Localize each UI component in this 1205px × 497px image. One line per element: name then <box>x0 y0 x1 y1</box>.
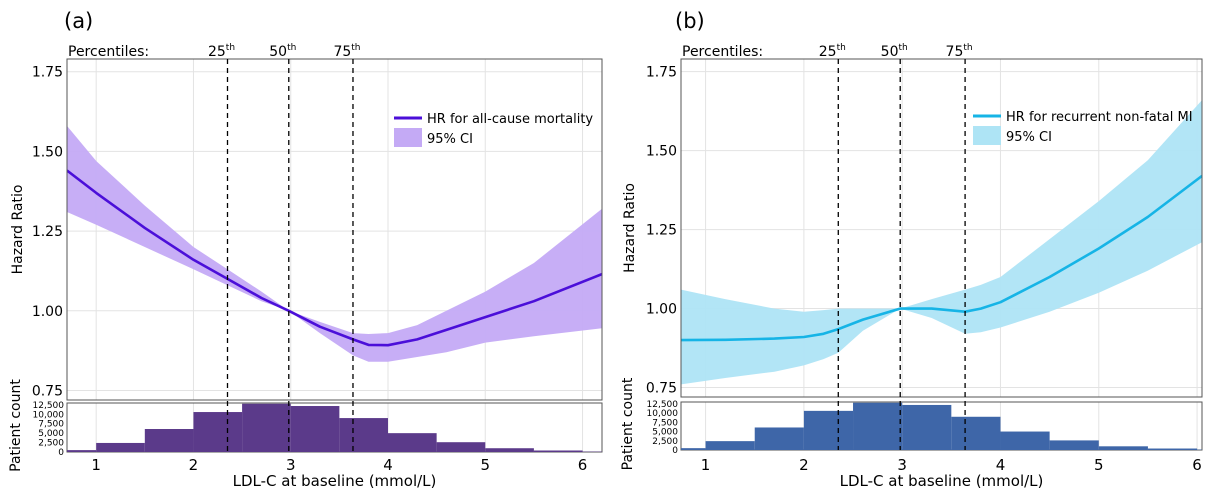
legend-line-label: HR for all-cause mortality <box>427 112 593 127</box>
percentile-label: 25th <box>208 43 235 60</box>
plot-frame <box>680 58 1203 398</box>
panel-a: (a) 1 2 3 4 5 6 0.75 1.00 1.25 1.50 1.75 02,5005,000… <box>8 9 603 490</box>
y-tick-label: 1.75 <box>646 65 677 81</box>
x-axis-title: LDL-C at baseline (mmol/L) <box>233 472 437 490</box>
percentile-label: 25th <box>819 43 846 60</box>
legend-ci-swatch <box>394 128 422 147</box>
y-tick-label: 1.00 <box>646 302 677 318</box>
legend-ci-label: 95% CI <box>427 132 473 147</box>
hist-bar <box>803 410 854 450</box>
x-tick-label: 2 <box>799 456 809 474</box>
y-tick-label: 1.25 <box>32 224 63 240</box>
hist-bar <box>67 450 97 452</box>
hist-y-tick-label: 7,500 <box>652 418 678 428</box>
hist-bar <box>242 403 291 452</box>
panel-label: (a) <box>64 9 93 33</box>
percentile-value: 50 <box>881 44 899 60</box>
x-tick-label: 4 <box>996 456 1006 474</box>
x-axis-title: LDL-C at baseline (mmol/L) <box>840 472 1044 490</box>
hist-y-axis-title: Patient count <box>620 377 636 470</box>
percentile-suffix: th <box>899 43 908 53</box>
x-tick-label: 3 <box>897 456 907 474</box>
hr-line <box>67 169 602 347</box>
hist-y-axis-title: Patient count <box>8 379 24 472</box>
ci-band <box>681 100 1202 385</box>
legend-ci-swatch <box>973 126 1001 145</box>
hist-bar <box>144 429 194 452</box>
percentile-suffix: th <box>287 43 296 53</box>
percentiles-label: Percentiles: <box>682 44 763 60</box>
x-tick-label: 6 <box>578 456 588 474</box>
percentile-suffix: th <box>963 43 972 53</box>
hist-bar <box>533 450 583 452</box>
percentile-label: 75th <box>946 43 973 60</box>
percentile-label: 50th <box>269 43 296 60</box>
hist-y-tick-label: 12,500 <box>647 400 679 410</box>
hist-bar <box>339 418 388 452</box>
percentile-value: 25 <box>819 44 837 60</box>
y-tick-label: 1.50 <box>646 144 677 160</box>
y-tick-label: 1.75 <box>32 65 63 81</box>
hist-bar <box>485 448 534 452</box>
hist-bar <box>290 406 340 452</box>
hist-bar <box>193 412 243 452</box>
hist-bar <box>754 427 804 450</box>
percentile-value: 75 <box>333 44 351 60</box>
ci-band <box>67 125 602 362</box>
legend-line-label: HR for recurrent non-fatal MI <box>1006 110 1193 125</box>
hist-y-tick-label: 2,500 <box>652 437 678 447</box>
y-tick-label: 1.50 <box>32 144 63 160</box>
hist-bar <box>1098 446 1148 450</box>
hist-y-tick-label: 5,000 <box>38 429 64 439</box>
legend-ci-label: 95% CI <box>1006 130 1052 145</box>
hist-y-tick-label: 10,000 <box>647 409 679 419</box>
x-tick-label: 2 <box>189 456 199 474</box>
x-tick-label: 1 <box>701 456 711 474</box>
hist-y-tick-label: 12,500 <box>33 401 65 411</box>
hist-y-tick-label: 0 <box>58 448 64 458</box>
hist-bar <box>436 442 486 452</box>
hist-bar <box>681 448 706 450</box>
hist-y-tick-label: 10,000 <box>33 410 65 420</box>
hist-bar <box>1147 448 1198 450</box>
y-tick-label: 0.75 <box>32 383 63 399</box>
x-tick-label: 1 <box>91 456 101 474</box>
percentile-suffix: th <box>226 43 235 53</box>
hist-bar <box>388 433 437 452</box>
hist-y-tick-label: 5,000 <box>652 428 678 438</box>
hist-y-tick-label: 0 <box>672 446 678 456</box>
hist-bar <box>705 441 755 450</box>
percentiles-label: Percentiles: <box>68 44 149 60</box>
hist-bar <box>1000 431 1050 450</box>
x-tick-label: 6 <box>1192 456 1202 474</box>
percentile-value: 50 <box>269 44 287 60</box>
x-tick-label: 5 <box>1094 456 1104 474</box>
hist-bar <box>902 404 952 450</box>
x-tick-label: 3 <box>286 456 296 474</box>
x-tick-label: 5 <box>480 456 490 474</box>
hist-bar <box>951 416 1001 450</box>
hr-line <box>681 174 1202 342</box>
plot-frame <box>66 58 603 401</box>
panel-b: (b) 1 2 3 4 5 6 0.75 1.00 1.25 1.50 1.75 02,5005,000… <box>620 9 1203 490</box>
percentile-suffix: th <box>837 43 846 53</box>
hist-bar <box>853 402 903 450</box>
hist-y-tick-label: 7,500 <box>38 420 64 430</box>
hist-y-tick-label: 2,500 <box>38 439 64 449</box>
y-tick-label: 0.75 <box>646 381 677 397</box>
percentile-suffix: th <box>351 43 360 53</box>
percentile-label: 75th <box>333 43 360 60</box>
y-tick-label: 1.00 <box>32 304 63 320</box>
y-tick-label: 1.25 <box>646 223 677 239</box>
percentile-value: 25 <box>208 44 226 60</box>
percentile-value: 75 <box>946 44 964 60</box>
percentile-label: 50th <box>881 43 908 60</box>
x-tick-label: 4 <box>383 456 393 474</box>
hist-bar <box>1049 440 1099 450</box>
hist-bar <box>96 442 145 452</box>
y-axis-title: Hazard Ratio <box>10 185 26 275</box>
y-axis-title: Hazard Ratio <box>622 183 638 273</box>
panel-label: (b) <box>675 9 705 33</box>
